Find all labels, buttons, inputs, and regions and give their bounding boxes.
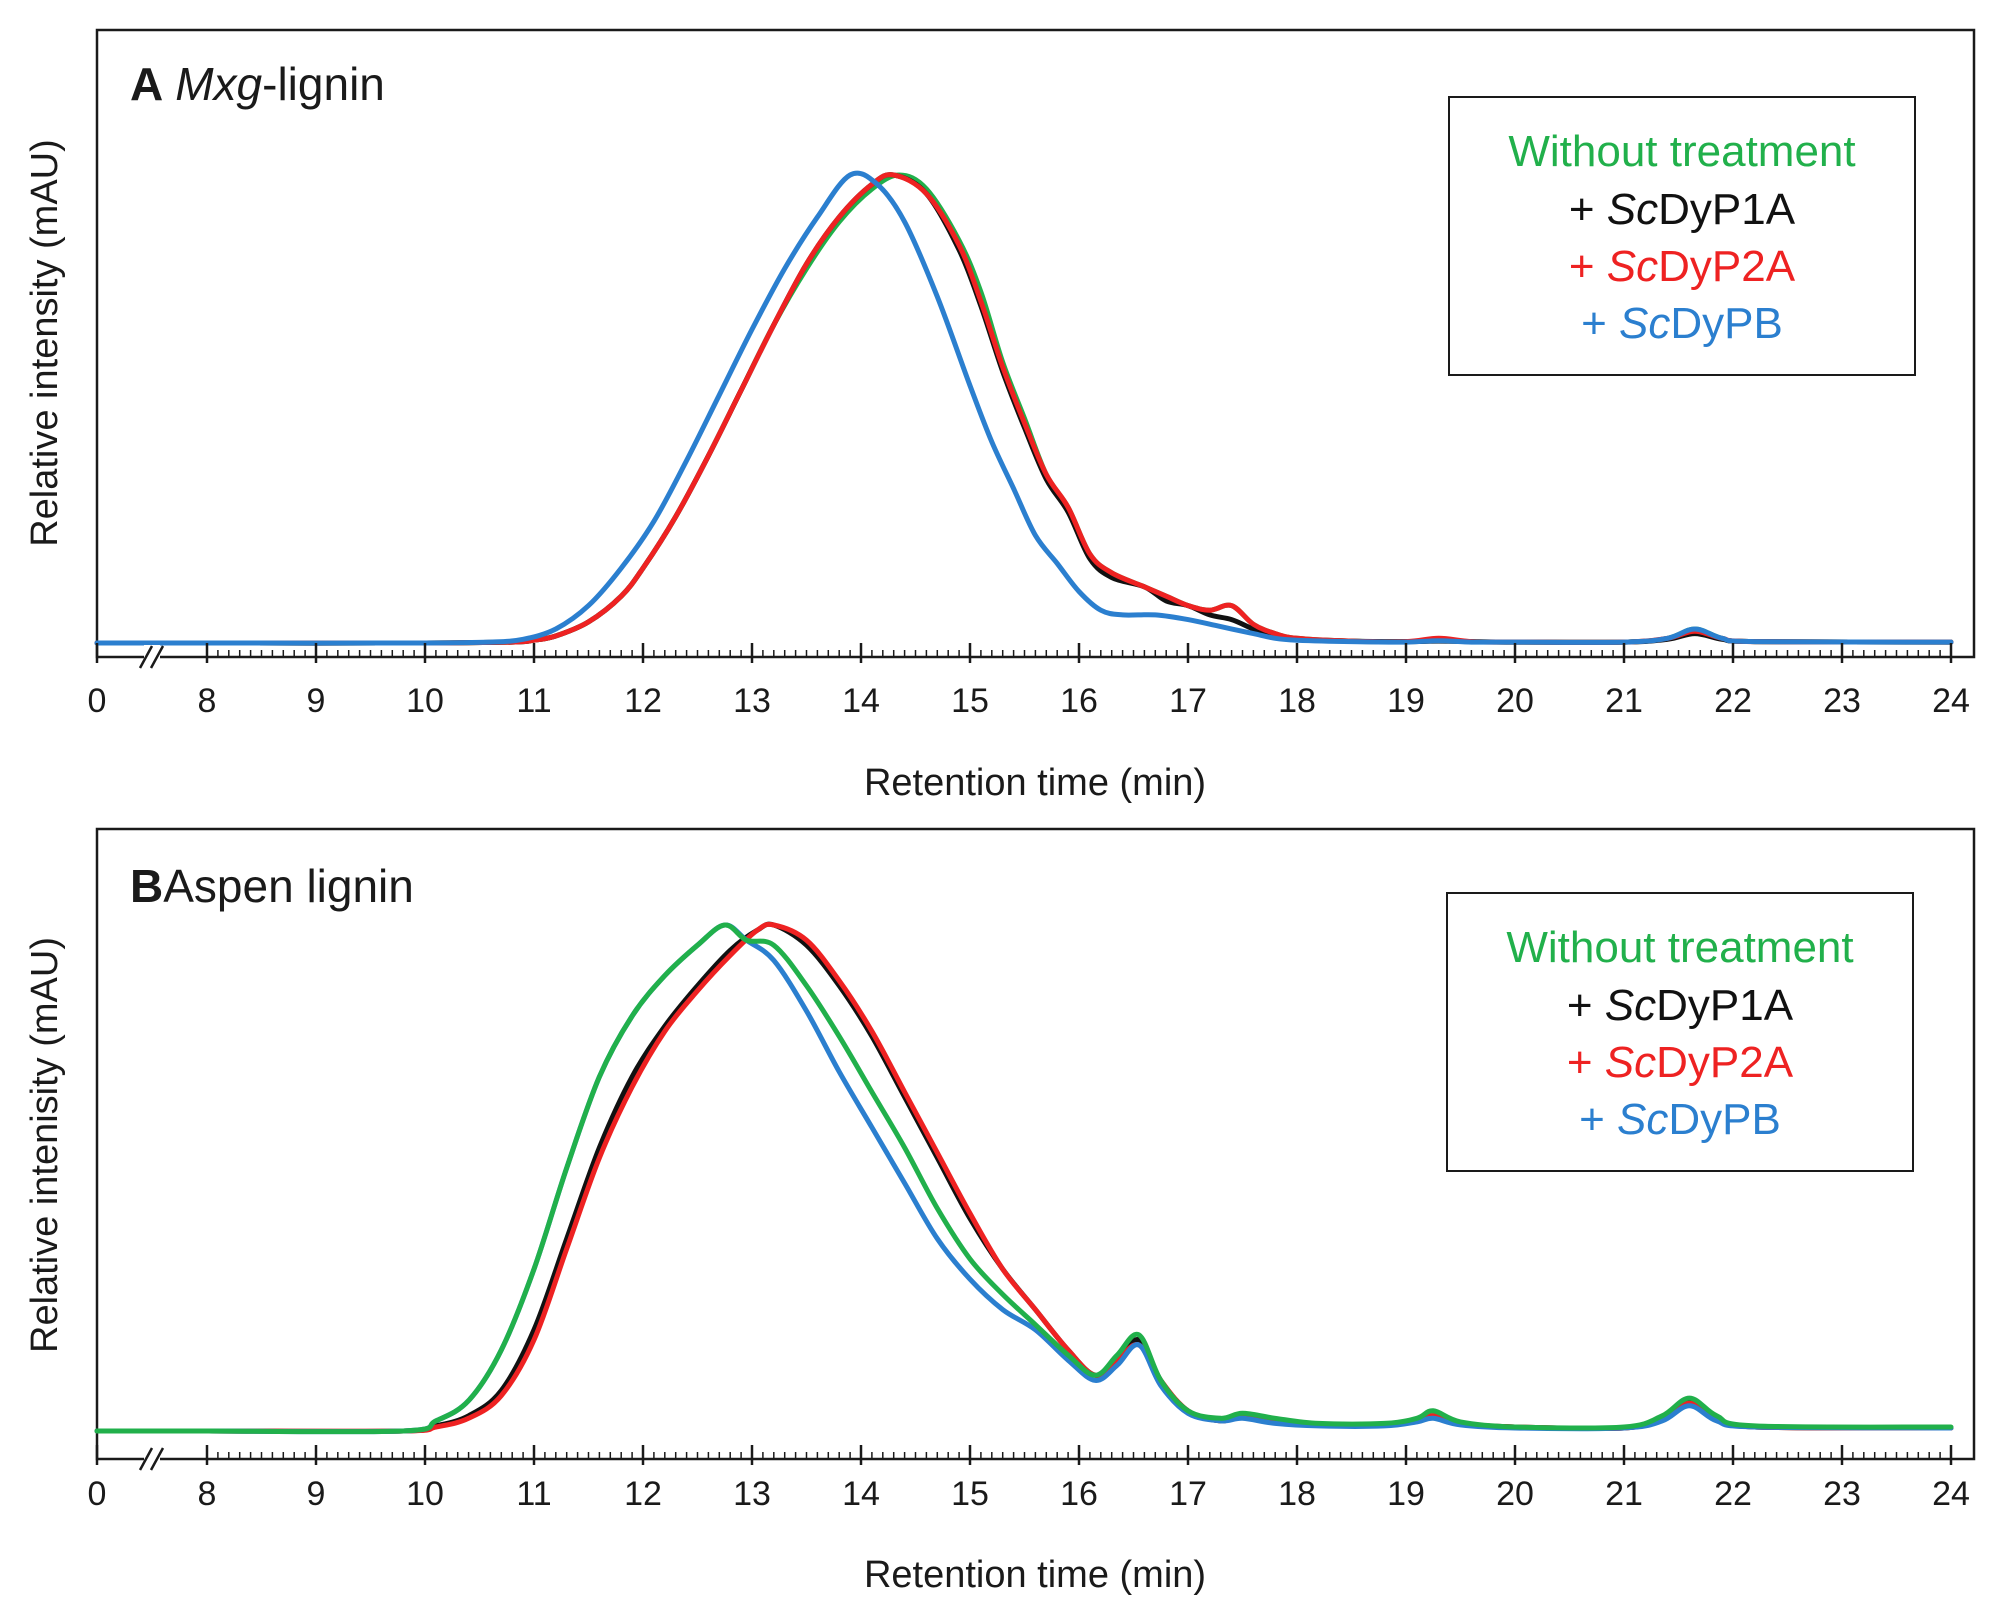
panel-b-tick-label: 0: [88, 1475, 107, 1513]
panel-a-tick-label: 15: [951, 682, 989, 720]
panel-a-tick-label: 19: [1387, 682, 1425, 720]
legend-entry-prefix: +: [1567, 981, 1605, 1030]
panel-a-tick-label: 16: [1060, 682, 1098, 720]
legend-entry-prefix: +: [1569, 242, 1607, 291]
panel-b-tick-label: 23: [1823, 1475, 1861, 1513]
panel-a-x-axis-title: Retention time (min): [864, 762, 1206, 804]
panel-b-tick-label: 15: [951, 1475, 989, 1513]
panel-a-tick-label: 0: [88, 682, 107, 720]
panel-b-legend-scdypb: + ScDyPB: [1579, 1095, 1781, 1144]
legend-entry-italic: Sc: [1607, 185, 1658, 234]
panel-a-axis-break-icon: [138, 645, 165, 669]
panel-b-tick-label: 8: [198, 1475, 217, 1513]
panel-a-tick-label: 17: [1169, 682, 1207, 720]
panel-b-y-axis-title: Relative intenisity (mAU): [24, 937, 66, 1353]
panel-a-series: [94, 170, 1954, 646]
legend-entry-prefix: +: [1567, 1038, 1605, 1087]
panel-b-ticks: 0 8 9 10 11 12 13 14 15 16 17 18 19 20 21 22 23 24: [88, 1445, 1970, 1513]
panel-a-title-rest: -lignin: [262, 58, 385, 110]
panel-b-tick-label: 21: [1605, 1475, 1643, 1513]
panel-a-tick-label: 22: [1714, 682, 1752, 720]
panel-a-tick-label: 13: [733, 682, 771, 720]
panel-b-legend-box: [1446, 892, 1914, 1172]
panel-a-letter: A: [130, 58, 163, 110]
legend-entry-italic: Sc: [1605, 1038, 1656, 1087]
panel-a-legend-scdyp2a: + ScDyP2A: [1569, 242, 1796, 291]
legend-entry-suffix: DyPB: [1670, 299, 1782, 348]
panel-b-tick-label: 24: [1932, 1475, 1970, 1513]
legend-entry-prefix: Without treatment: [1506, 923, 1853, 972]
panel-a-tick-label: 11: [516, 682, 551, 720]
panel-a-tick-label: 14: [842, 682, 880, 720]
panel-b-x-axis-title: Retention time (min): [864, 1554, 1206, 1596]
panel-b-legend-scdyp2a: + ScDyP2A: [1567, 1038, 1794, 1087]
panel-b-tick-label: 13: [733, 1475, 771, 1513]
panel-a-tick-label: 12: [624, 682, 662, 720]
legend-entry-prefix: +: [1581, 299, 1619, 348]
panel-a-legend-scdyp1a: + ScDyP1A: [1569, 185, 1796, 234]
panel-b-tick-label: 12: [624, 1475, 662, 1513]
panel-b-legend-without-treatment: Without treatment: [1506, 923, 1853, 972]
legend-entry-prefix: +: [1569, 185, 1607, 234]
panel-a-series-dypb: [94, 170, 1954, 646]
panel-b-title-rest: Aspen lignin: [163, 860, 414, 912]
panel-a-ticks: 0 8 9 10 11 12 13 14 15 16 17 18 19 20 21 22 23 24: [88, 643, 1970, 720]
panel-a-tick-label: 10: [406, 682, 444, 720]
panel-a: A Mxg-lignin 0 8 9 10 11 12 13 14 15 16 17 18 19 20 21 2…: [24, 28, 1976, 804]
panel-b-letter: B: [130, 860, 163, 912]
panel-a-tick-label: 9: [307, 682, 326, 720]
legend-entry-prefix: +: [1579, 1095, 1617, 1144]
panel-a-legend-without-treatment: Without treatment: [1508, 127, 1855, 176]
panel-a-tick-label: 20: [1496, 682, 1534, 720]
legend-entry-suffix: DyPB: [1668, 1095, 1780, 1144]
panel-b-legend: Without treatment + ScDyP1A + ScDyP2A + …: [1446, 892, 1914, 1172]
panel-b-legend-scdyp1a: + ScDyP1A: [1567, 981, 1794, 1030]
panel-b-tick-label: 14: [842, 1475, 880, 1513]
panel-a-legend: Without treatment + ScDyP1A + ScDyP2A + …: [1448, 96, 1916, 376]
panel-a-tick-label: 8: [198, 682, 217, 720]
panel-b-tick-label: 19: [1387, 1475, 1425, 1513]
legend-entry-suffix: DyP2A: [1656, 1038, 1794, 1087]
panel-b-tick-label: 16: [1060, 1475, 1098, 1513]
legend-entry-suffix: DyP1A: [1656, 981, 1794, 1030]
panel-a-legend-box: [1448, 96, 1916, 376]
panel-b-tick-label: 9: [307, 1475, 326, 1513]
legend-entry-prefix: Without treatment: [1508, 127, 1855, 176]
legend-entry-italic: Sc: [1605, 981, 1656, 1030]
panel-b-tick-label: 22: [1714, 1475, 1752, 1513]
panel-a-legend-scdypb: + ScDyPB: [1581, 299, 1783, 348]
panel-b-tick-label: 17: [1169, 1475, 1207, 1513]
panel-a-tick-label: 23: [1823, 682, 1861, 720]
panel-a-y-axis-title: Relative intensity (mAU): [24, 139, 66, 547]
panel-b-tick-label: 20: [1496, 1475, 1534, 1513]
panel-b-tick-label: 18: [1278, 1475, 1316, 1513]
panel-a-tick-label: 18: [1278, 682, 1316, 720]
panel-a-tick-label: 21: [1605, 682, 1643, 720]
legend-entry-italic: Sc: [1619, 299, 1670, 348]
legend-entry-italic: Sc: [1617, 1095, 1668, 1144]
panel-a-title-italic: Mxg: [175, 58, 262, 110]
panel-b: BAspen lignin 0 8 9 10 11 12 13 14 15 16 17 18 19 20 2…: [24, 827, 1976, 1596]
legend-entry-italic: Sc: [1607, 242, 1658, 291]
panel-b-axis-break-icon: [138, 1447, 165, 1471]
legend-entry-suffix: DyP2A: [1658, 242, 1796, 291]
panel-b-series-without: [94, 922, 1954, 1435]
panel-b-tick-label: 11: [516, 1475, 551, 1513]
panel-a-tick-label: 24: [1932, 682, 1970, 720]
legend-entry-suffix: DyP1A: [1658, 185, 1796, 234]
panel-b-title: BAspen lignin: [130, 860, 414, 912]
panel-b-series: [94, 921, 1954, 1435]
panel-b-tick-label: 10: [406, 1475, 444, 1513]
panel-a-title: A Mxg-lignin: [130, 58, 385, 110]
